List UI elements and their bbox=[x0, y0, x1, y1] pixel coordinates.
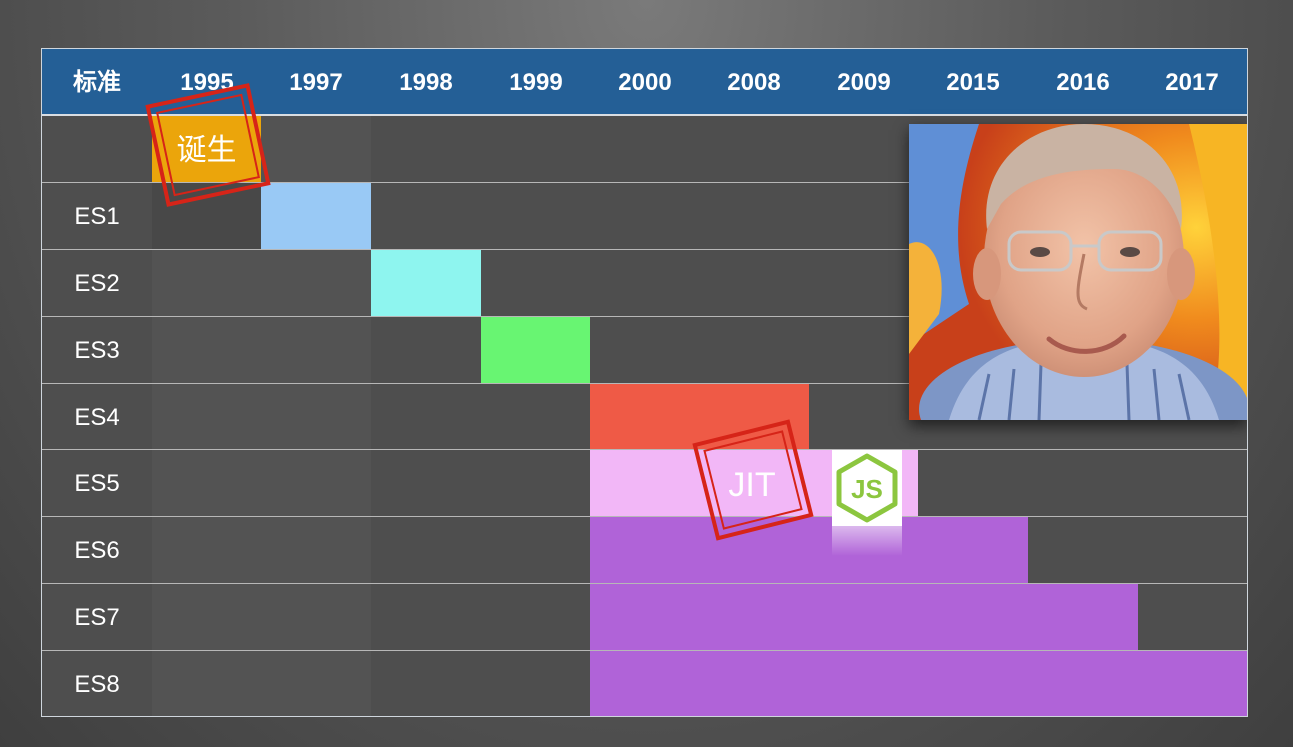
row-label-es5: ES5 bbox=[74, 470, 120, 497]
row-label-es1: ES1 bbox=[74, 203, 120, 230]
bar-es1 bbox=[261, 183, 371, 249]
header-year-2009: 2009 bbox=[837, 69, 891, 96]
header-standard: 标准 bbox=[73, 69, 121, 96]
portrait-photo bbox=[909, 124, 1247, 420]
bar-birth bbox=[152, 116, 261, 182]
row-divider bbox=[42, 249, 1247, 250]
shade-es1-1995 bbox=[152, 183, 261, 249]
row-divider bbox=[42, 316, 1247, 317]
portrait-illustration bbox=[909, 124, 1247, 420]
row-divider bbox=[42, 516, 1247, 517]
nodejs-js-hexagon-icon: JS bbox=[836, 453, 898, 523]
row-divider bbox=[42, 449, 1247, 450]
table-header: 标准 1995 1997 1998 1999 2000 2008 2009 20… bbox=[42, 49, 1247, 116]
bar-es3 bbox=[481, 317, 590, 383]
bar-es6 bbox=[590, 517, 1028, 583]
birth-stamp-inner-border bbox=[156, 93, 260, 197]
header-year-1995: 1995 bbox=[180, 69, 234, 96]
bar-es7 bbox=[590, 584, 1138, 650]
header-year-2016: 2016 bbox=[1056, 69, 1110, 96]
nodejs-logo-text: JS bbox=[851, 474, 883, 504]
row-label-es7: ES7 bbox=[74, 604, 120, 631]
row-divider bbox=[42, 583, 1247, 584]
bar-es4 bbox=[590, 384, 809, 450]
header-year-2008: 2008 bbox=[727, 69, 781, 96]
row-label-es6: ES6 bbox=[74, 537, 120, 564]
nodejs-logo: JS bbox=[832, 450, 902, 526]
row-divider bbox=[42, 650, 1247, 651]
jit-label: JIT bbox=[728, 466, 776, 504]
header-year-2000: 2000 bbox=[618, 69, 672, 96]
header-year-1998: 1998 bbox=[399, 69, 453, 96]
bar-es8 bbox=[590, 651, 1247, 716]
bar-es2 bbox=[371, 250, 481, 316]
row-label-es2: ES2 bbox=[74, 270, 120, 297]
header-year-2017: 2017 bbox=[1165, 69, 1219, 96]
jit-stamp-inner-border bbox=[703, 430, 803, 530]
row-label-es8: ES8 bbox=[74, 671, 120, 698]
ecmascript-timeline-table: 标准 1995 1997 1998 1999 2000 2008 2009 20… bbox=[41, 48, 1248, 717]
header-year-1999: 1999 bbox=[509, 69, 563, 96]
nodejs-logo-reflection bbox=[832, 526, 902, 556]
row-divider bbox=[42, 383, 1247, 384]
header-year-2015: 2015 bbox=[946, 69, 1000, 96]
row-divider bbox=[42, 182, 1247, 183]
row-label-es4: ES4 bbox=[74, 404, 120, 431]
birth-label: 诞生 bbox=[176, 134, 237, 167]
row-label-es3: ES3 bbox=[74, 337, 120, 364]
header-year-1997: 1997 bbox=[289, 69, 343, 96]
birth-stamp bbox=[145, 83, 271, 207]
